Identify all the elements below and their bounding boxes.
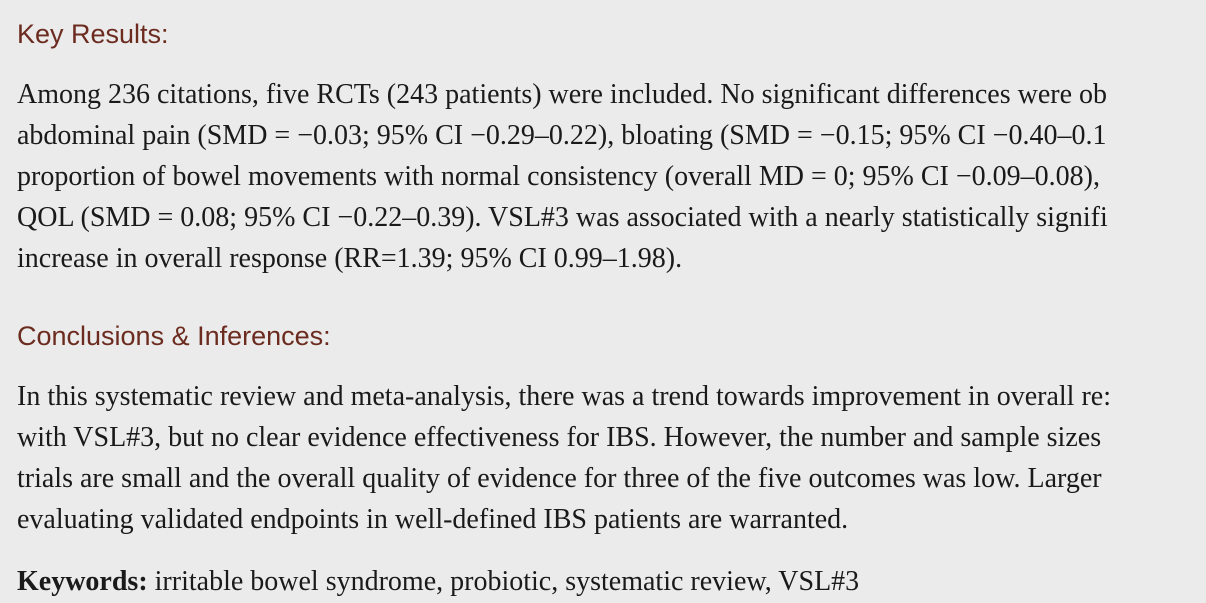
key-results-paragraph: Among 236 citations, five RCTs (243 pati… [17,74,1108,279]
keywords-label: Keywords: [17,566,148,597]
key-results-line-1: Among 236 citations, five RCTs (243 pati… [17,79,1108,110]
conclusions-line-4: evaluating validated endpoints in well-d… [17,504,849,535]
key-results-line-2: abdominal pain (SMD = −0.03; 95% CI −0.2… [17,120,1107,151]
key-results-line-5: increase in overall response (RR=1.39; 9… [17,243,683,274]
keywords-text: irritable bowel syndrome, probiotic, sys… [147,566,860,597]
key-results-line-3: proportion of bowel movements with norma… [17,161,1100,192]
conclusions-line-1: In this systematic review and meta-analy… [17,381,1111,412]
conclusions-heading: Conclusions & Inferences: [17,321,331,351]
conclusions-line-3: trials are small and the overall quality… [17,463,1102,494]
conclusions-paragraph: In this systematic review and meta-analy… [17,376,1111,540]
key-results-heading: Key Results: [17,19,169,49]
keywords-paragraph: Keywords: irritable bowel syndrome, prob… [17,561,859,602]
key-results-line-4: QOL (SMD = 0.08; 95% CI −0.22–0.39). VSL… [17,202,1108,233]
conclusions-line-2: with VSL#3, but no clear evidence effect… [17,422,1102,453]
